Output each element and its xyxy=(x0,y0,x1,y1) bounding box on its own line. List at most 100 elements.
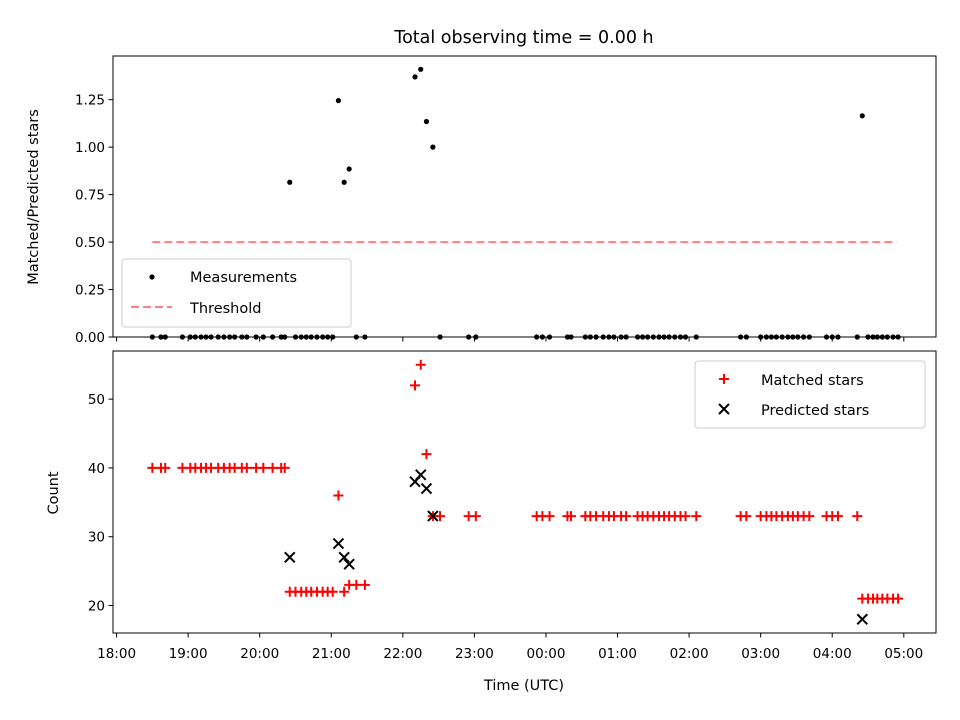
bottom-y-tick-label: 30 xyxy=(88,530,105,546)
measurement-point xyxy=(600,334,606,340)
predicted-stars-point xyxy=(343,558,355,570)
matched-stars-point xyxy=(147,462,158,473)
measurement-point xyxy=(320,334,326,340)
matched-stars-point xyxy=(621,511,632,522)
measurement-point xyxy=(582,334,588,340)
measurement-point xyxy=(539,334,545,340)
legend-marker-predicted xyxy=(718,403,730,415)
measurement-point xyxy=(473,334,479,340)
measurement-point xyxy=(895,334,901,340)
matched-stars-point xyxy=(544,511,555,522)
measurement-point xyxy=(666,334,672,340)
measurement-point xyxy=(859,113,865,119)
measurement-point xyxy=(564,334,571,340)
x-tick-label: 23:00 xyxy=(455,646,494,662)
matched-stars-point xyxy=(160,462,171,473)
measurement-point xyxy=(192,334,198,340)
measurement-point xyxy=(568,334,574,340)
measurement-point xyxy=(325,334,331,340)
measurement-point xyxy=(215,334,221,340)
bottom-legend: Matched stars Predicted stars xyxy=(694,360,926,429)
matched-stars-point xyxy=(804,511,815,522)
x-tick-label: 18:00 xyxy=(97,646,136,662)
measurement-point xyxy=(282,334,288,340)
measurement-point xyxy=(287,179,293,185)
measurement-point xyxy=(260,334,266,340)
measurement-point xyxy=(870,334,876,340)
measurement-point xyxy=(806,334,812,340)
measurement-point xyxy=(611,334,617,340)
measurement-point xyxy=(890,334,896,340)
measurement-point xyxy=(768,334,775,340)
measurement-point xyxy=(466,334,472,340)
measurement-point xyxy=(801,334,807,340)
top-y-tick-label: 1.25 xyxy=(75,93,105,109)
measurement-point xyxy=(606,334,612,340)
matched-stars-point xyxy=(566,511,577,522)
measurement-point xyxy=(346,166,352,172)
predicted-stars-point xyxy=(415,469,427,481)
x-tick-label: 19:00 xyxy=(169,646,208,662)
measurement-point xyxy=(677,334,684,340)
measurement-point xyxy=(418,66,424,72)
measurement-point xyxy=(650,334,656,340)
measurement-point xyxy=(278,334,284,340)
x-tick-label: 04:00 xyxy=(813,646,852,662)
legend-label-measurements: Measurements xyxy=(190,270,297,286)
matched-stars-point xyxy=(359,579,370,590)
measurement-point xyxy=(412,74,418,80)
measurement-point xyxy=(593,334,599,340)
x-tick-label: 00:00 xyxy=(527,646,566,662)
x-tick-label: 05:00 xyxy=(884,646,923,662)
measurement-point xyxy=(823,334,830,340)
x-tick-label: 22:00 xyxy=(383,646,422,662)
matched-stars-point xyxy=(421,449,432,460)
measurement-point xyxy=(158,334,164,340)
measurement-point xyxy=(854,334,860,340)
legend-label-predicted: Predicted stars xyxy=(761,403,869,419)
x-axis-label: Time (UTC) xyxy=(483,678,564,694)
top-y-axis-label: Matched/Predicted stars xyxy=(26,109,42,285)
matched-stars-point xyxy=(410,380,421,391)
x-tick-label: 21:00 xyxy=(312,646,351,662)
measurement-point xyxy=(244,334,250,340)
measurement-point xyxy=(149,334,155,340)
measurement-point xyxy=(546,334,553,340)
top-y-tick-label: 0.00 xyxy=(75,330,105,346)
measurement-point xyxy=(785,334,791,340)
top-y-tick-label: 0.25 xyxy=(75,283,105,299)
matched-stars-point xyxy=(333,490,344,501)
measurement-point xyxy=(743,334,749,340)
bottom-y-tick-label: 20 xyxy=(88,598,105,614)
measurement-point xyxy=(644,334,651,340)
matched-stars-point xyxy=(852,511,863,522)
measurement-point xyxy=(795,334,801,340)
measurement-point xyxy=(353,334,359,340)
predicted-stars-point xyxy=(332,537,345,550)
predicted-stars-point xyxy=(284,551,296,564)
measurement-point xyxy=(773,334,780,340)
measurement-point xyxy=(437,334,443,340)
measurement-point xyxy=(879,334,885,340)
matched-stars-point xyxy=(351,579,362,590)
matched-stars-point xyxy=(691,511,702,522)
measurement-point xyxy=(303,334,309,340)
top-y-tick-label: 0.75 xyxy=(75,188,105,204)
matched-stars-point xyxy=(279,462,290,473)
measurement-point xyxy=(763,334,769,340)
predicted-stars-point xyxy=(427,510,439,522)
measurement-point xyxy=(639,334,646,340)
matched-stars-point xyxy=(258,462,269,473)
measurement-point xyxy=(430,144,436,150)
matched-stars-point xyxy=(435,511,446,522)
measurement-point xyxy=(790,334,796,340)
chart-title: Total observing time = 0.00 h xyxy=(393,28,653,48)
measurement-point xyxy=(292,334,299,340)
measurement-point xyxy=(162,334,168,340)
matched-stars-point xyxy=(415,359,426,370)
bottom-y-tick-label: 50 xyxy=(88,392,105,408)
measurement-point xyxy=(179,334,186,340)
matched-stars-point xyxy=(327,586,338,597)
measurement-point xyxy=(587,334,593,340)
